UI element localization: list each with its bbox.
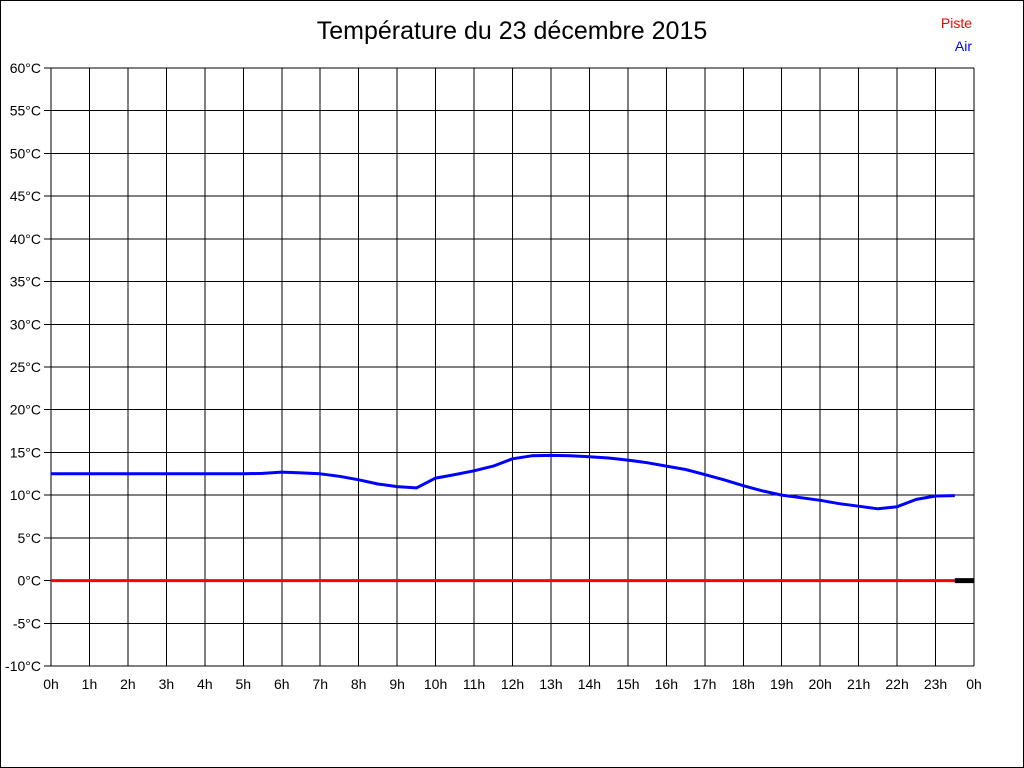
x-tick-label: 9h — [389, 676, 405, 692]
y-tick-label: 60°C — [10, 60, 41, 76]
legend-item-air: Air — [954, 38, 972, 54]
x-tick-label: 3h — [159, 676, 175, 692]
y-tick-label: 15°C — [10, 444, 41, 460]
x-tick-label: 18h — [732, 676, 755, 692]
x-tick-label: 6h — [274, 676, 290, 692]
x-tick-label: 22h — [885, 676, 908, 692]
x-tick-label: 0h — [966, 676, 982, 692]
x-tick-label: 20h — [808, 676, 831, 692]
x-tick-label: 11h — [463, 676, 485, 692]
y-tick-label: 45°C — [10, 188, 41, 204]
x-tick-label: 12h — [501, 676, 524, 692]
x-tick-label: 15h — [616, 676, 639, 692]
x-tick-label: 5h — [236, 676, 252, 692]
y-tick-label: -5°C — [13, 615, 41, 631]
y-tick-label: 50°C — [10, 145, 41, 161]
chart-legend: Piste Air — [941, 12, 972, 58]
x-tick-label: 1h — [82, 676, 98, 692]
x-tick-label: 0h — [43, 676, 59, 692]
y-tick-label: 40°C — [10, 231, 41, 247]
legend-item-piste: Piste — [940, 15, 972, 31]
x-tick-label: 2h — [120, 676, 136, 692]
y-tick-label: 0°C — [18, 573, 42, 589]
x-tick-label: 16h — [655, 676, 678, 692]
y-tick-label: 5°C — [18, 530, 42, 546]
y-tick-label: -10°C — [5, 658, 41, 674]
x-tick-label: 4h — [197, 676, 213, 692]
x-tick-label: 8h — [351, 676, 367, 692]
x-tick-label: 21h — [847, 676, 870, 692]
y-tick-label: 20°C — [10, 402, 41, 418]
y-tick-label: 30°C — [10, 316, 41, 332]
x-tick-label: 19h — [770, 676, 793, 692]
y-tick-label: 55°C — [10, 103, 41, 119]
y-tick-label: 35°C — [10, 274, 41, 290]
x-tick-label: 23h — [924, 676, 947, 692]
x-tick-label: 13h — [539, 676, 562, 692]
x-tick-label: 10h — [424, 676, 447, 692]
x-tick-label: 17h — [693, 676, 716, 692]
x-tick-label: 7h — [312, 676, 328, 692]
y-tick-label: 25°C — [10, 359, 41, 375]
x-tick-label: 14h — [578, 676, 601, 692]
chart-title: Température du 23 décembre 2015 — [316, 17, 708, 45]
series-line-air — [51, 453, 955, 511]
y-tick-label: 10°C — [10, 487, 41, 503]
